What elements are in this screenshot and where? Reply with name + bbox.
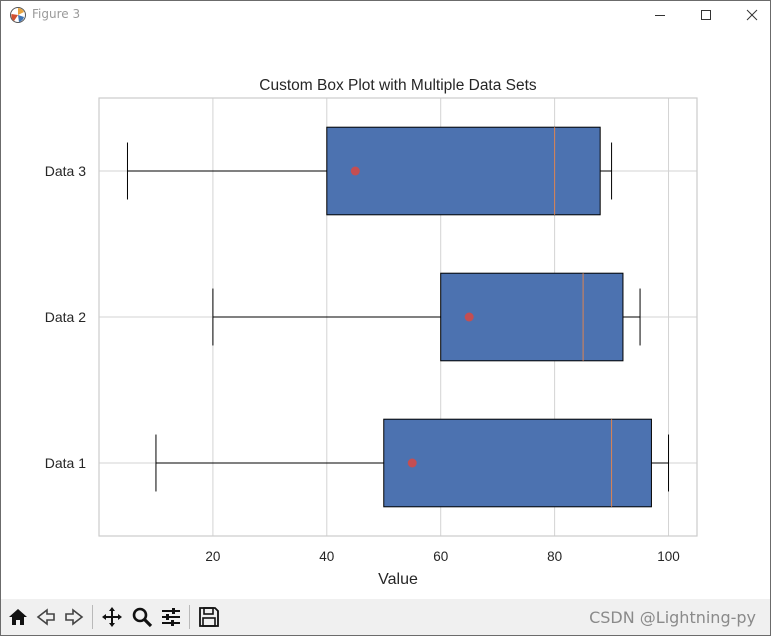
zoom-icon xyxy=(132,607,153,628)
mean-marker xyxy=(350,166,360,176)
toolbar-separator xyxy=(189,605,190,629)
navigation-toolbar: CSDN @Lightning-py xyxy=(1,599,770,635)
home-icon xyxy=(9,609,27,625)
forward-button[interactable] xyxy=(61,605,87,629)
y-tick-label: Data 1 xyxy=(45,455,86,471)
x-tick-label: 20 xyxy=(205,549,220,564)
pan-button[interactable] xyxy=(99,605,125,629)
window-title: Figure 3 xyxy=(32,7,81,21)
box-iqr xyxy=(326,126,601,216)
configure-subplots-button[interactable] xyxy=(158,605,184,629)
x-axis-label: Value xyxy=(378,571,418,588)
zoom-button[interactable] xyxy=(129,605,155,629)
save-button[interactable] xyxy=(196,605,222,629)
close-button[interactable] xyxy=(729,1,770,29)
plot-area: 20 40 60 80 100 Data 1 Data 2 Data 3 Custom Box … xyxy=(1,29,770,597)
minimize-icon xyxy=(655,15,665,16)
mean-marker xyxy=(464,312,474,322)
pan-icon xyxy=(102,607,122,627)
box-plot-chart: 20 40 60 80 100 Data 1 Data 2 Data 3 Custom Box … xyxy=(45,77,698,588)
y-tick-label: Data 3 xyxy=(45,163,86,179)
axes-frame xyxy=(98,97,698,537)
forward-icon xyxy=(65,608,84,626)
x-tick-label: 80 xyxy=(547,549,562,564)
y-tick-label: Data 2 xyxy=(45,309,86,325)
mean-marker xyxy=(407,458,417,468)
back-button[interactable] xyxy=(33,605,59,629)
maximize-icon xyxy=(701,10,711,20)
chart-title: Custom Box Plot with Multiple Data Sets xyxy=(259,77,537,94)
matplotlib-icon xyxy=(10,7,26,23)
watermark-text: CSDN @Lightning-py xyxy=(589,608,756,627)
configure-subplots-icon xyxy=(162,608,180,626)
back-icon xyxy=(36,608,55,626)
close-icon xyxy=(746,9,758,21)
box-iqr xyxy=(383,418,652,508)
title-bar: Figure 3 xyxy=(1,1,770,29)
home-button[interactable] xyxy=(5,605,31,629)
minimize-button[interactable] xyxy=(637,1,683,29)
x-tick-label: 100 xyxy=(657,549,680,564)
toolbar-separator xyxy=(92,605,93,629)
x-tick-label: 40 xyxy=(319,549,334,564)
save-icon xyxy=(199,607,219,627)
maximize-button[interactable] xyxy=(683,1,729,29)
x-tick-label: 60 xyxy=(433,549,448,564)
